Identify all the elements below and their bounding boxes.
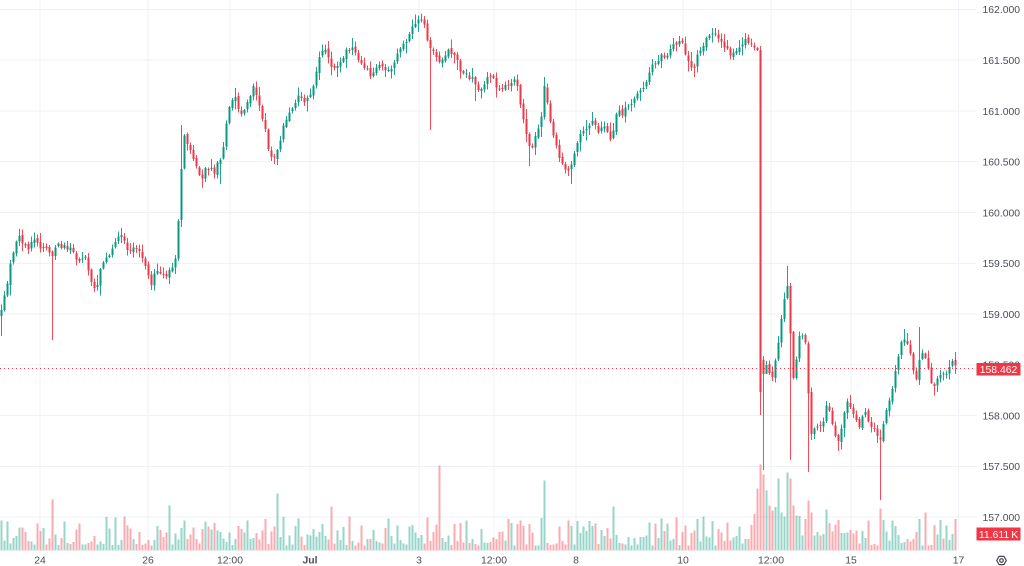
svg-text:Jul: Jul xyxy=(302,556,317,566)
svg-text:8: 8 xyxy=(573,556,579,566)
svg-text:26: 26 xyxy=(142,556,154,566)
svg-text:159.000: 159.000 xyxy=(983,310,1021,321)
svg-text:157.000: 157.000 xyxy=(983,513,1021,524)
svg-text:159.500: 159.500 xyxy=(983,259,1021,270)
svg-text:157.500: 157.500 xyxy=(983,462,1021,473)
svg-text:161.000: 161.000 xyxy=(983,107,1021,118)
svg-text:3: 3 xyxy=(416,556,422,566)
svg-text:161.500: 161.500 xyxy=(983,56,1021,67)
svg-text:17: 17 xyxy=(953,556,965,566)
svg-text:24: 24 xyxy=(34,556,46,566)
svg-text:11.611 K: 11.611 K xyxy=(979,530,1018,541)
svg-text:158.462: 158.462 xyxy=(980,365,1018,376)
svg-text:12:00: 12:00 xyxy=(481,556,507,566)
svg-text:12:00: 12:00 xyxy=(758,556,784,566)
svg-text:158.000: 158.000 xyxy=(983,411,1021,422)
svg-text:10: 10 xyxy=(677,556,689,566)
svg-text:162.000: 162.000 xyxy=(983,5,1021,16)
svg-text:12:00: 12:00 xyxy=(217,556,243,566)
svg-text:160.500: 160.500 xyxy=(983,158,1021,169)
svg-text:15: 15 xyxy=(845,556,857,566)
svg-text:160.000: 160.000 xyxy=(983,208,1021,219)
